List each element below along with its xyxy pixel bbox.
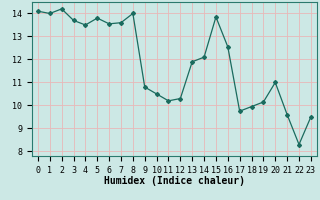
X-axis label: Humidex (Indice chaleur): Humidex (Indice chaleur) [104, 176, 245, 186]
